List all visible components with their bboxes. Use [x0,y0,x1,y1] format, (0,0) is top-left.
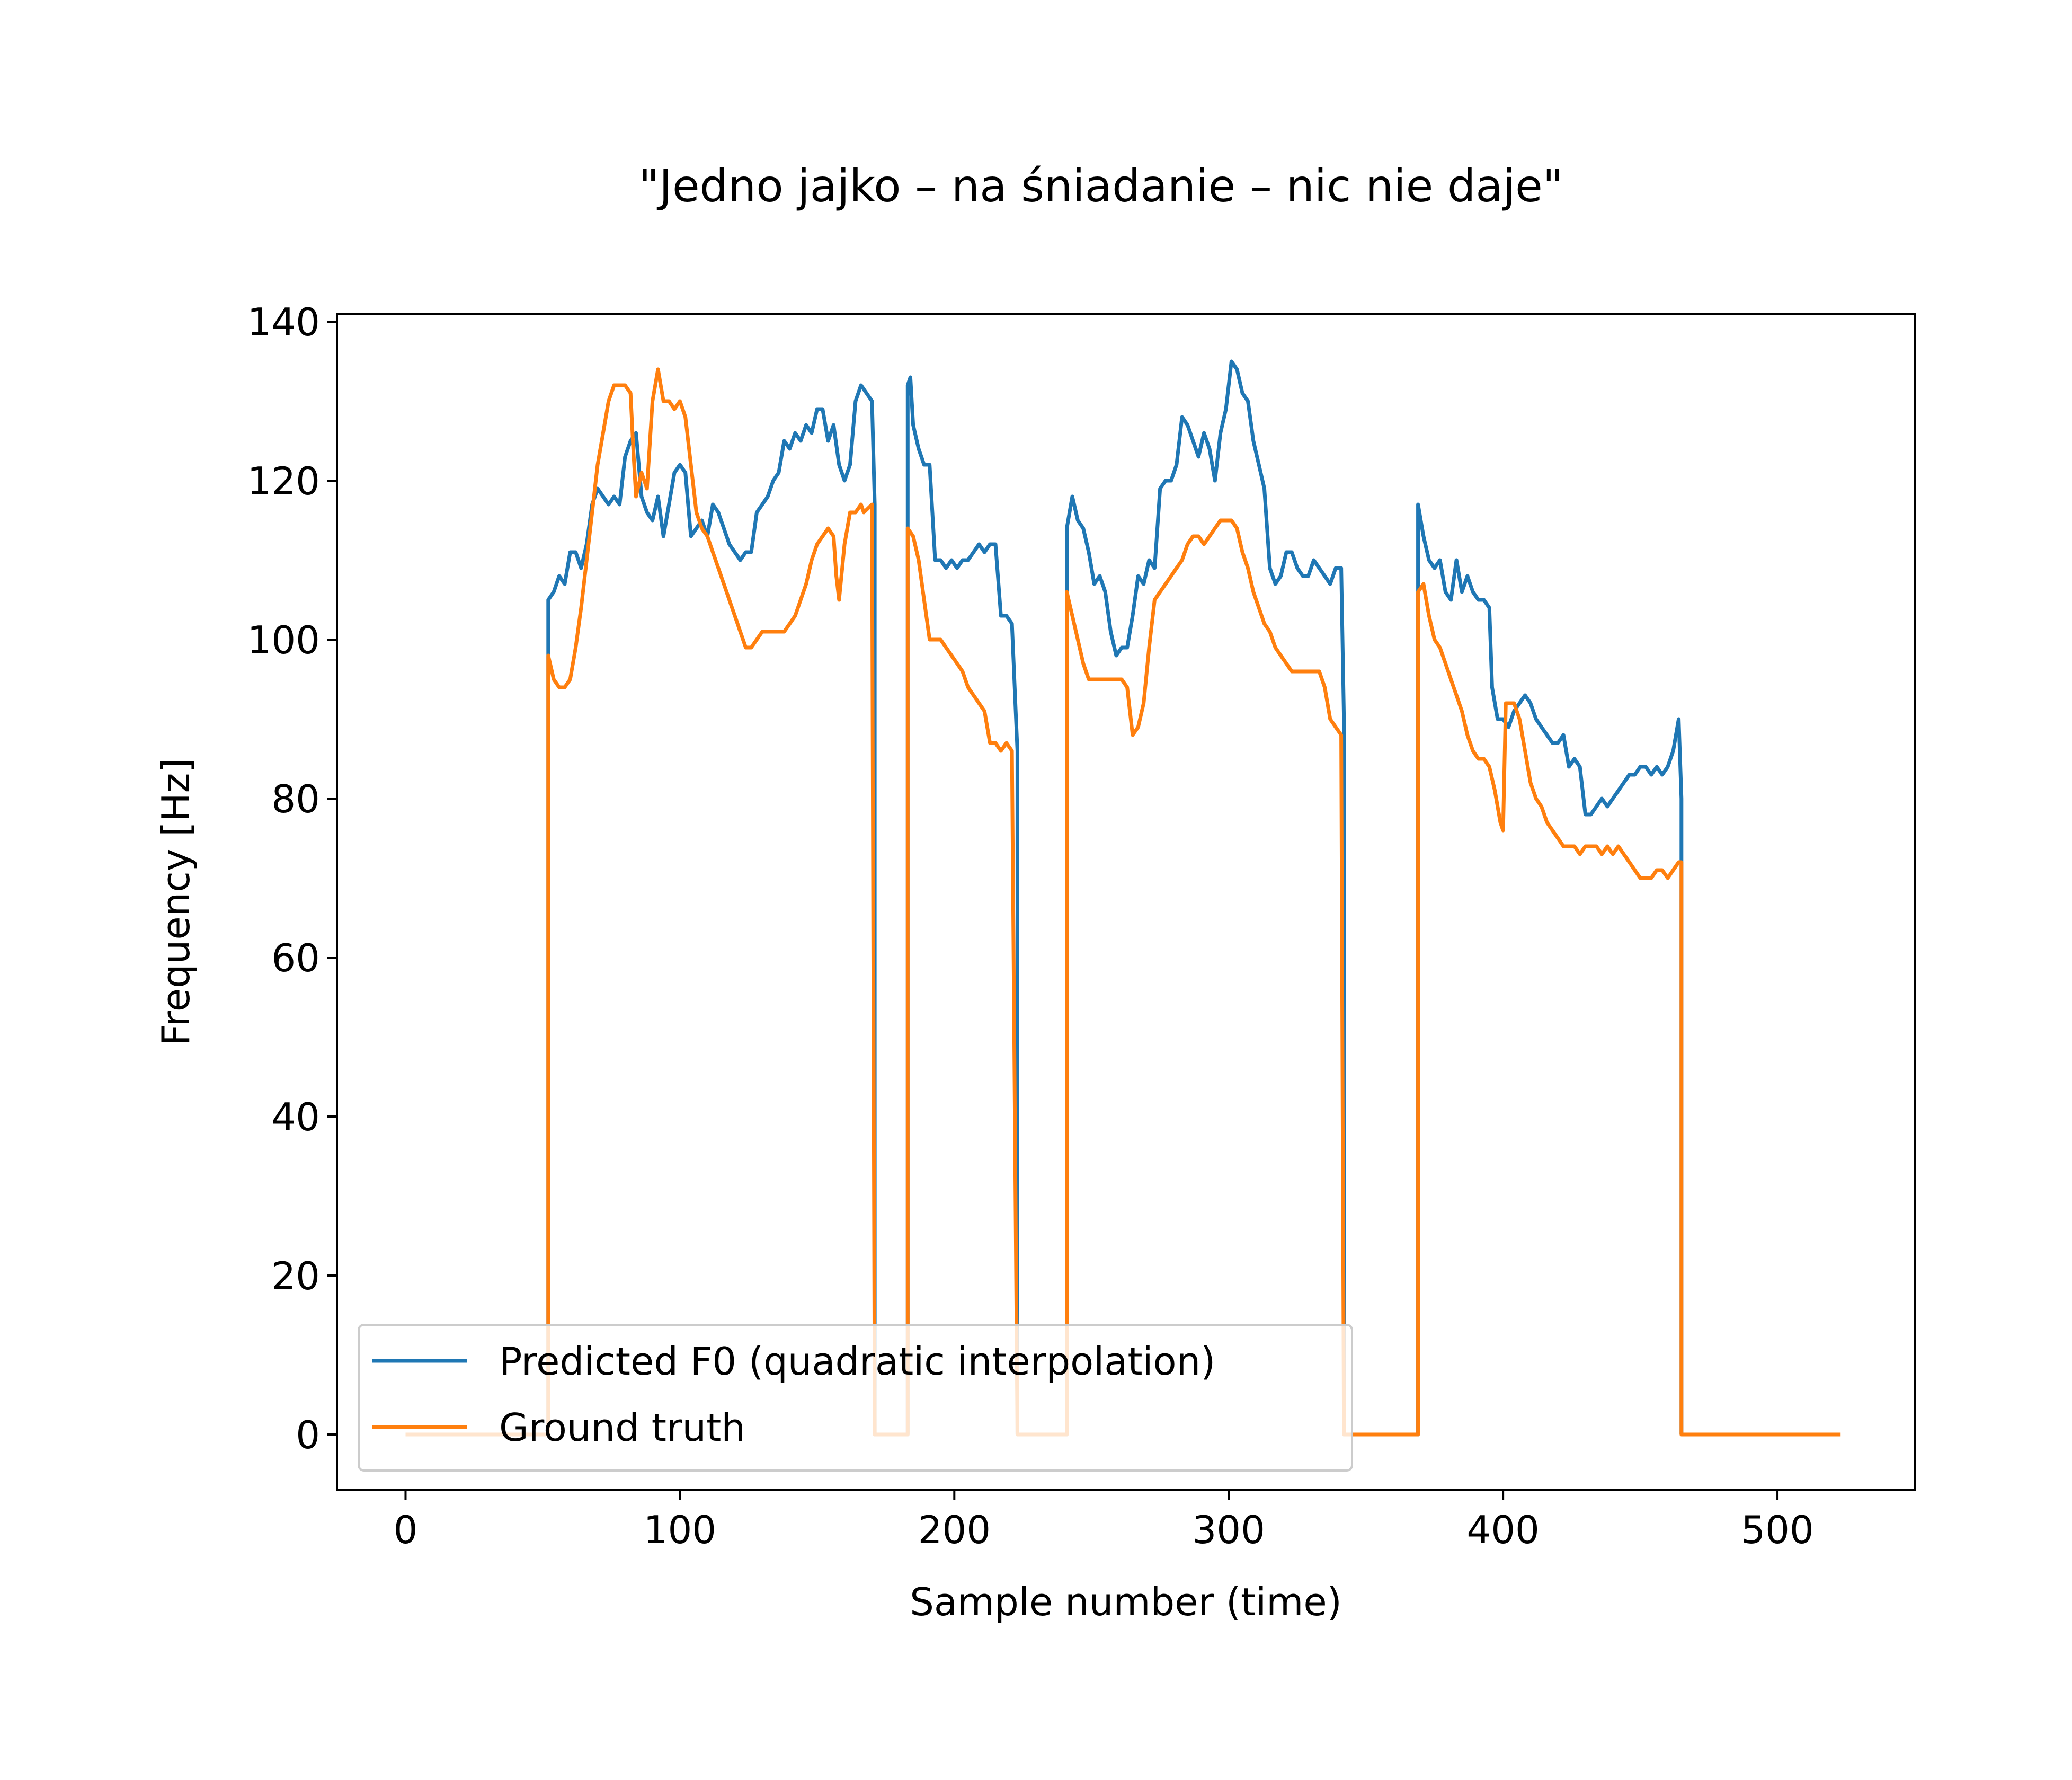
y-tick-label: 0 [296,1413,320,1457]
y-tick-label: 20 [271,1254,320,1298]
y-tick-label: 80 [271,777,320,821]
x-axis: 0 100 200 300 400 500 [394,1490,1814,1552]
plot-frame [336,313,1916,1491]
plot-area [336,313,1916,1491]
y-tick-label: 60 [271,936,320,980]
legend-box [358,1324,1353,1472]
legend-label-ground-truth: Ground truth [499,1405,745,1450]
x-tick-label: 100 [644,1508,716,1552]
y-axis-label: Frequency [Hz] [154,758,198,1046]
y-tick-label: 140 [247,300,320,344]
x-tick-label: 200 [918,1508,991,1552]
x-tick-label: 0 [394,1508,418,1552]
y-tick-label: 100 [247,618,320,662]
legend-label-predicted: Predicted F0 (quadratic interpolation) [499,1339,1215,1384]
y-axis: 0 20 40 60 80 100 120 140 [247,300,337,1457]
legend: Predicted F0 (quadratic interpolation) G… [358,1324,1353,1472]
y-tick-label: 120 [247,459,320,503]
x-tick-label: 300 [1192,1508,1265,1552]
series-line-ground-truth [405,367,1841,1437]
y-tick-label: 40 [271,1095,320,1139]
plot-background [337,314,1915,1490]
chart-title: "Jedno jajko – na śniadanie – nic nie da… [639,160,1563,212]
series-line-predicted [546,359,1684,1437]
series-layer [405,359,1841,1437]
x-tick-label: 500 [1741,1508,1813,1552]
x-axis-label: Sample number (time) [910,1580,1342,1624]
x-tick-label: 400 [1466,1508,1539,1552]
